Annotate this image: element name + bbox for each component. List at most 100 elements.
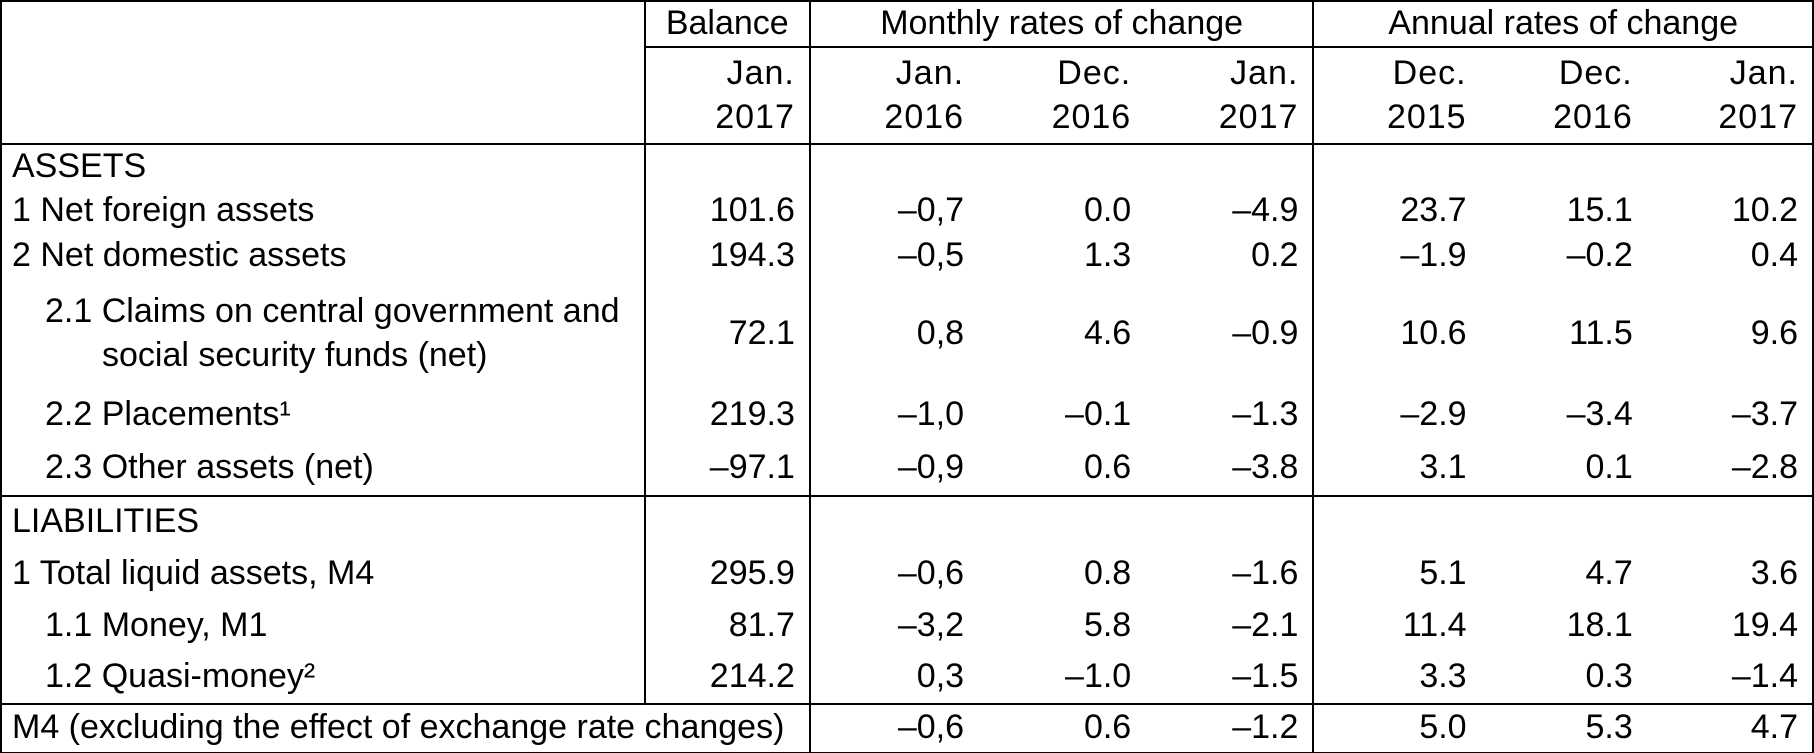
value-cell: 10.6 — [1400, 313, 1467, 352]
value-cell — [1145, 143, 1315, 189]
value-cell: 3.6 — [1750, 553, 1798, 592]
value-cell: 72.1 — [644, 278, 811, 389]
value-cell — [1646, 494, 1813, 548]
value-cell: 3.3 — [1419, 657, 1467, 696]
row-label: 1.1 Money, M1 — [1, 599, 646, 652]
value-cell: 81.7 — [644, 599, 811, 652]
value-cell: 4.7 — [1585, 553, 1633, 592]
value-cell: 5.1 — [1419, 553, 1467, 592]
value-cell — [1145, 494, 1315, 548]
value-cell — [644, 494, 811, 548]
value-cell: 0.4 — [1750, 236, 1798, 275]
value-cell: –1.0 — [1065, 657, 1132, 696]
value-cell: 11.5 — [1569, 313, 1633, 352]
table-row: 1 Net foreign assets 101.6 –0,7 0.0 –4.9 23.7… — [1, 188, 1813, 234]
value-cell — [1481, 144, 1647, 189]
table-row: 2.3 Other assets (net) –97.1 –0,9 0.6 –3.8 3.… — [1, 440, 1813, 496]
row-label-line: social security funds (net) — [102, 335, 488, 374]
table-row: 1 Total liquid assets, M4 295.9 –0,6 0.8 –1.… — [1, 547, 1813, 600]
value-cell: 23.7 — [1400, 191, 1467, 230]
row-label: 1 Net foreign assets — [1, 188, 646, 234]
subheader-line: Jan. — [726, 54, 795, 93]
value-cell: 295.9 — [644, 547, 811, 600]
table-row: 2.2 Placements¹ 219.3 –1,0 –0.1 –1.3 –2.9 –3.4… — [1, 388, 1813, 441]
row-label: 2.3 Other assets (net) — [1, 440, 646, 496]
table-row: 1.2 Quasi-money² 214.2 0,3 –1.0 –1.5 3.3 0.3 –1… — [1, 651, 1813, 704]
value-cell: –3.8 — [1145, 440, 1315, 496]
value-cell: 101.6 — [644, 188, 811, 234]
value-cell: –0,9 — [897, 447, 965, 486]
row-label: 1.2 Quasi-money² — [1, 651, 646, 704]
value-cell: –1.2 — [1145, 702, 1315, 753]
value-cell: –1.3 — [1145, 388, 1315, 441]
value-cell: –4.9 — [1145, 188, 1315, 234]
subheader-col-1: Jan. 2016 — [809, 46, 979, 145]
value-cell: 5.3 — [1480, 702, 1647, 753]
value-cell: –3.7 — [1731, 394, 1798, 433]
value-cell: –0.1 — [1065, 394, 1132, 433]
row-label: 1 Total liquid assets, M4 — [1, 547, 646, 600]
value-cell: –0.2 — [1566, 236, 1633, 275]
subheader-line: Dec. — [1057, 54, 1132, 93]
section-row: LIABILITIES — [1, 494, 1813, 548]
value-cell: 4.7 — [1646, 702, 1813, 753]
value-cell: –1.6 — [1145, 547, 1315, 600]
value-cell — [978, 144, 1145, 189]
value-cell — [644, 143, 811, 189]
subheader-col-5: Dec. 2016 — [1480, 46, 1647, 145]
value-cell: –2.9 — [1400, 394, 1467, 433]
value-cell: –0,6 — [897, 553, 965, 592]
subheader-col-2: Dec. 2016 — [978, 46, 1146, 145]
value-cell — [810, 144, 978, 189]
subheader-line: 2015 — [1386, 98, 1467, 137]
value-cell: 5.0 — [1313, 702, 1481, 753]
table-row: 2 Net domestic assets 194.3 –0,5 1.3 0.2 –1.9… — [1, 233, 1813, 279]
value-cell: –2.8 — [1731, 447, 1798, 486]
value-cell — [1313, 494, 1481, 548]
subheader-line: Jan. — [1230, 54, 1299, 93]
value-cell: –1.5 — [1145, 651, 1315, 704]
group-header-row: Balance Monthly rates of change Annual r… — [1, 1, 1813, 145]
header-balance: Balance — [644, 1, 811, 48]
value-cell: 0.0 — [1083, 191, 1132, 230]
value-cell: –3.4 — [1566, 394, 1633, 433]
value-cell: –0,5 — [897, 236, 965, 275]
subheader-col-3: Jan. 2017 — [1145, 46, 1315, 145]
value-cell: 219.3 — [644, 388, 811, 441]
header-monthly-group: Monthly rates of change — [809, 1, 1315, 48]
value-cell: 1.3 — [1083, 236, 1132, 275]
subheader-line: 2016 — [1553, 98, 1633, 137]
row-label: 2.1 Claims on central government and soci… — [1, 278, 646, 389]
value-cell: 9.6 — [1750, 313, 1798, 352]
value-cell: 0,3 — [916, 657, 965, 696]
row-label: 2 Net domestic assets — [1, 233, 646, 279]
row-label: LIABILITIES — [1, 494, 646, 548]
value-cell: –3,2 — [897, 605, 965, 644]
subheader-line: 2016 — [884, 98, 965, 137]
subheader-line: 2016 — [1051, 98, 1132, 137]
section-row: ASSETS — [1, 143, 1813, 189]
value-cell: –0,6 — [809, 702, 979, 753]
row-label: M4 (excluding the effect of exchange rat… — [1, 702, 811, 753]
subheader-line: Dec. — [1392, 54, 1467, 93]
corner-cell — [1, 1, 646, 145]
subheader-col-4: Dec. 2015 — [1313, 46, 1481, 145]
subheader-col-6: Jan. 2017 — [1646, 46, 1813, 145]
table-row: 2.1 Claims on central government and soci… — [1, 278, 1813, 389]
value-cell: 214.2 — [644, 651, 811, 704]
row-label: 2.2 Placements¹ — [1, 388, 646, 441]
value-cell: –1.9 — [1400, 236, 1467, 275]
footer-row: M4 (excluding the effect of exchange rat… — [1, 702, 1813, 753]
value-cell: –0.9 — [1145, 278, 1315, 389]
table-row: 1.1 Money, M1 81.7 –3,2 5.8 –2.1 11.4 18.1 19.4 — [1, 599, 1813, 652]
row-label: ASSETS — [1, 143, 646, 189]
value-cell: 0.8 — [1083, 553, 1132, 592]
value-cell — [1480, 494, 1647, 548]
subheader-line: Jan. — [1729, 54, 1798, 93]
subheader-col-0: Jan. 2017 — [644, 46, 811, 145]
value-cell — [1647, 144, 1813, 189]
subheader-row: Jan. 2017 Jan. 2016 Dec. 2016 Jan. 2017 Dec. 2015… — [1, 46, 1813, 145]
subheader-line: Dec. — [1558, 54, 1633, 93]
